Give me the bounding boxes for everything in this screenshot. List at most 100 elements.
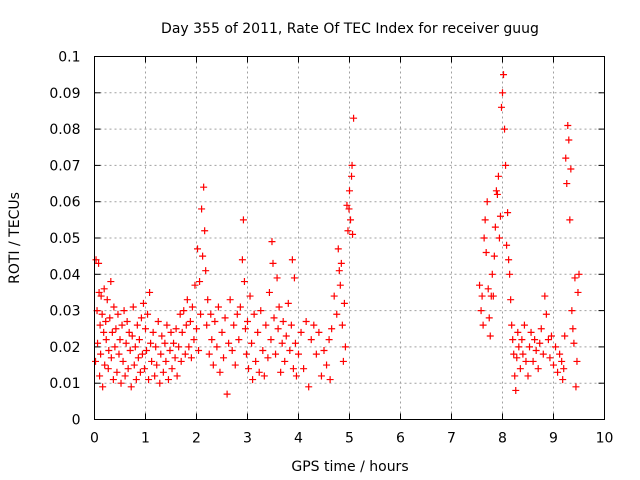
data-point-marker — [488, 270, 496, 278]
data-point-marker — [152, 343, 160, 351]
y-tick-label: 0.06 — [49, 195, 80, 211]
data-point-marker — [214, 303, 222, 311]
data-point-marker — [315, 328, 323, 336]
data-point-marker — [157, 350, 165, 358]
data-point-marker — [483, 198, 491, 206]
data-point-marker — [566, 216, 574, 224]
data-point-marker — [334, 245, 342, 253]
data-point-marker — [100, 285, 108, 293]
data-point-marker — [348, 161, 356, 169]
data-point-marker — [348, 172, 356, 180]
data-point-marker — [510, 350, 518, 358]
data-point-marker — [176, 310, 184, 318]
data-point-marker — [211, 317, 219, 325]
data-point-marker — [254, 328, 262, 336]
data-point-marker — [547, 332, 555, 340]
data-point-marker — [103, 296, 111, 304]
x-tick-label: 6 — [396, 431, 405, 447]
data-point-marker — [130, 361, 138, 369]
data-point-marker — [162, 357, 170, 365]
data-point-marker — [536, 339, 544, 347]
data-point-marker — [330, 292, 338, 300]
data-point-marker — [289, 365, 297, 373]
data-point-marker — [570, 339, 578, 347]
data-point-marker — [172, 325, 180, 333]
data-point-marker — [300, 365, 308, 373]
data-point-marker — [102, 336, 110, 344]
x-tick-label: 7 — [447, 431, 456, 447]
data-point-marker — [478, 292, 486, 300]
data-point-marker — [560, 365, 568, 373]
data-point-marker — [503, 241, 511, 249]
data-point-marker — [270, 314, 278, 322]
data-point-marker — [107, 354, 115, 362]
data-point-marker — [531, 336, 539, 344]
data-point-marker — [233, 310, 241, 318]
data-point-marker — [166, 347, 174, 355]
data-point-marker — [223, 390, 231, 398]
data-point-marker — [200, 183, 208, 191]
data-point-marker — [124, 365, 132, 373]
data-point-marker — [491, 223, 499, 231]
data-point-marker — [520, 321, 528, 329]
data-point-marker — [99, 383, 107, 391]
data-point-marker — [291, 339, 299, 347]
data-point-marker — [269, 259, 277, 267]
data-point-marker — [226, 296, 234, 304]
data-point-marker — [161, 339, 169, 347]
data-point-marker — [97, 292, 105, 300]
y-tick-label: 0 — [72, 413, 81, 429]
data-point-marker — [139, 299, 147, 307]
data-point-marker — [292, 372, 300, 380]
data-point-marker — [495, 234, 503, 242]
y-tick-label: 0.1 — [58, 50, 80, 66]
data-point-marker — [333, 310, 341, 318]
data-point-marker — [134, 354, 142, 362]
data-point-marker — [323, 361, 331, 369]
data-point-marker — [526, 343, 534, 351]
data-point-marker — [574, 288, 582, 296]
data-point-marker — [187, 354, 195, 362]
data-point-marker — [297, 328, 305, 336]
data-point-marker — [513, 354, 521, 362]
data-point-marker — [325, 336, 333, 344]
chart-title: Day 355 of 2011, Rate Of TEC Index for r… — [161, 21, 539, 37]
data-point-marker — [135, 336, 143, 344]
data-point-marker — [554, 368, 562, 376]
data-point-marker — [148, 357, 156, 365]
data-point-marker — [532, 347, 540, 355]
data-point-marker — [571, 274, 579, 282]
data-point-marker — [512, 386, 520, 394]
data-point-marker — [100, 328, 108, 336]
data-point-marker — [267, 336, 275, 344]
data-point-marker — [290, 274, 298, 282]
data-point-marker — [347, 216, 355, 224]
data-point-marker — [116, 336, 124, 344]
data-point-marker — [140, 365, 148, 373]
data-point-marker — [559, 376, 567, 384]
data-point-marker — [281, 357, 289, 365]
data-point-marker — [178, 328, 186, 336]
y-tick-label: 0.09 — [49, 86, 80, 102]
data-point-marker — [252, 357, 260, 365]
data-point-marker — [235, 336, 243, 344]
data-point-marker — [346, 187, 353, 195]
data-point-marker — [552, 343, 560, 351]
data-point-marker — [108, 328, 116, 336]
data-point-marker — [262, 321, 270, 329]
data-point-marker — [230, 321, 238, 329]
data-point-marker — [284, 299, 292, 307]
data-point-marker — [519, 350, 527, 358]
data-point-marker — [485, 314, 493, 322]
data-point-marker — [522, 357, 530, 365]
data-point-marker — [104, 365, 112, 373]
data-point-marker — [221, 314, 229, 322]
data-point-marker — [508, 321, 516, 329]
data-point-marker — [305, 383, 313, 391]
data-point-marker — [216, 368, 224, 376]
data-point-marker — [168, 365, 176, 373]
x-tick-label: 9 — [549, 431, 558, 447]
data-point-marker — [164, 376, 172, 384]
data-point-marker — [119, 357, 127, 365]
data-point-marker — [486, 332, 494, 340]
